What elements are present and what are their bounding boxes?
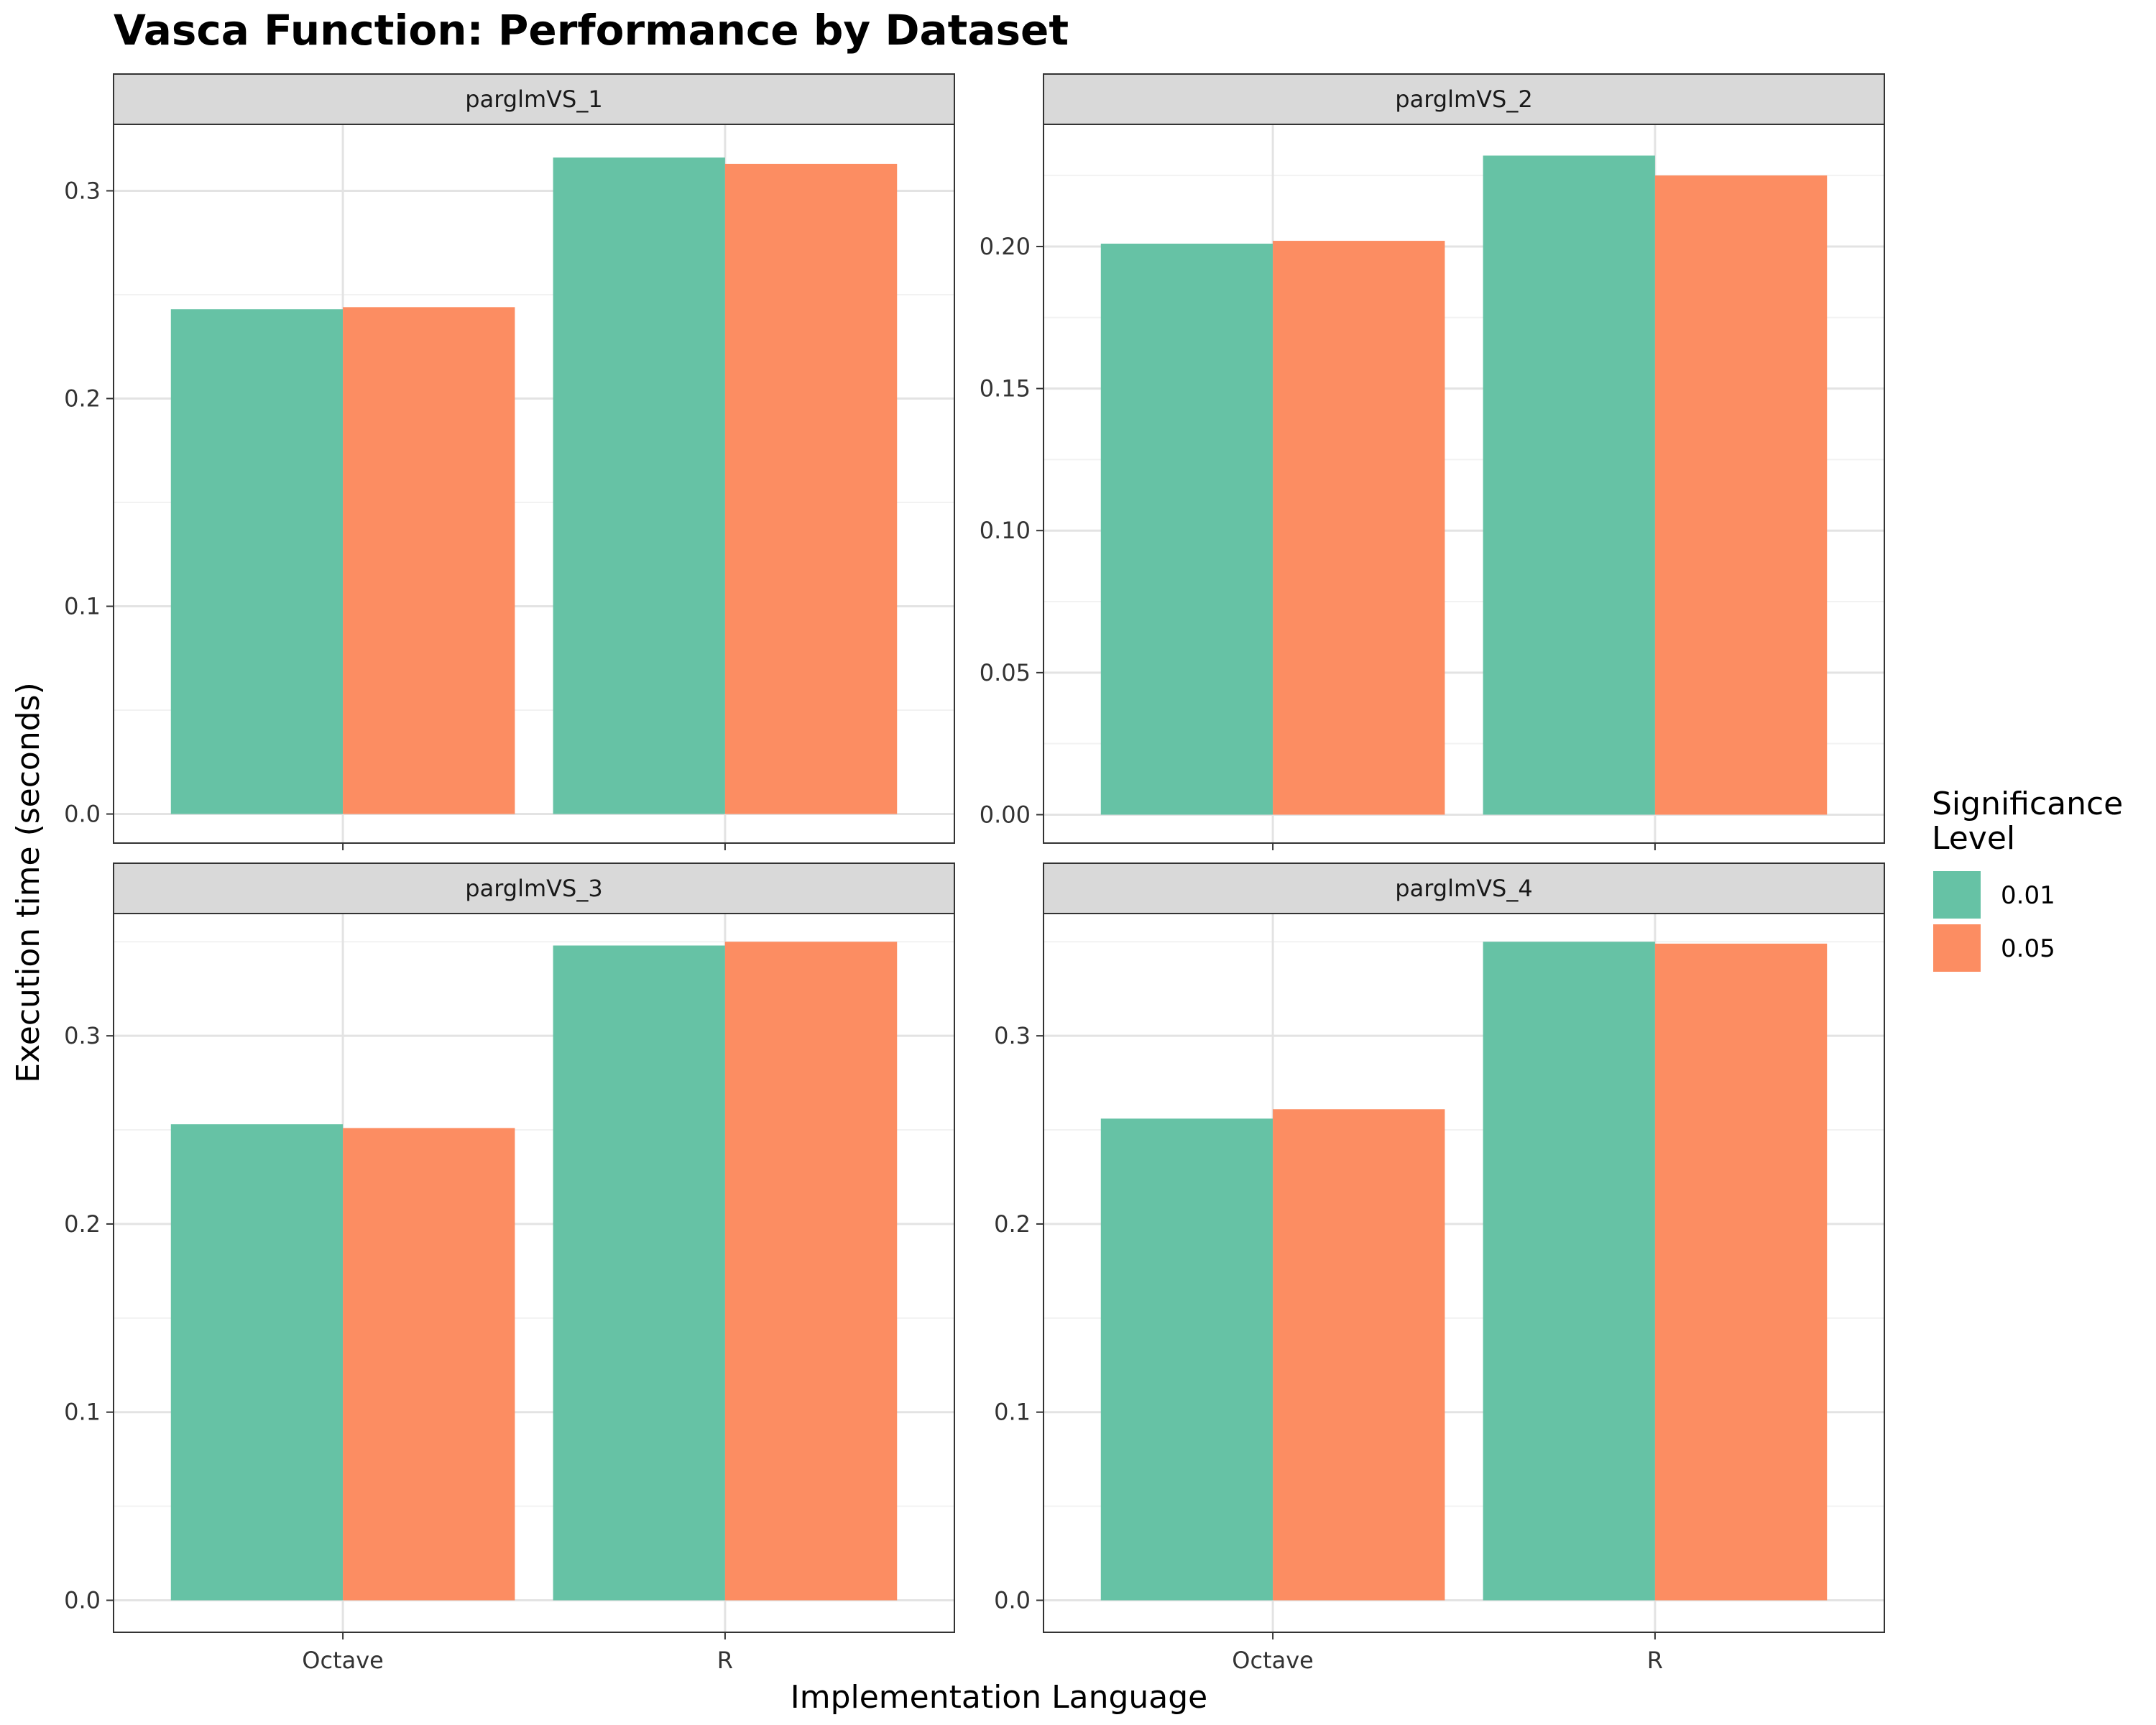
x-tick-label: Octave [1232,1647,1314,1674]
legend-title-line: Significance [1932,786,2123,822]
y-tick-label: 0.0 [64,1586,101,1614]
facet-strip-label: parglmVS_4 [1395,875,1532,902]
legend-key-0.05 [1933,924,1981,972]
x-tick-label: R [717,1647,733,1674]
panel-border [1043,124,1885,844]
legend-title-line: Level [1932,820,2015,857]
bar-Octave-0.01 [170,309,344,814]
y-tick-label: 0.00 [980,801,1031,828]
y-tick-label: 0.1 [994,1399,1031,1426]
y-tick-label: 0.1 [64,593,101,620]
y-tick-label: 0.3 [64,1022,101,1049]
y-tick-label: 0.3 [994,1022,1031,1049]
panel-parglmVS_1: parglmVS_1 0.0 0.1 0.2 0.3 [64,73,955,850]
facet-strip-label: parglmVS_3 [465,875,602,902]
y-tick-label: 0.0 [994,1586,1031,1614]
bar-Octave-0.01 [170,1124,344,1601]
chart-title: Vasca Function: Performance by Dataset [114,6,1069,55]
panel-border [1043,913,1885,1633]
bar-R-0.05 [724,163,898,814]
legend-label-0.01: 0.01 [2001,881,2055,910]
y-tick-label: 0.20 [980,233,1031,260]
bar-R-0.01 [553,945,725,1601]
facet-panels: parglmVS_1 0.0 0.1 0.2 0.3 parglmVS_2 0.00 0.05… [64,73,1885,1674]
legend-key-0.01 [1933,871,1981,919]
facet-strip-label: parglmVS_2 [1395,86,1532,113]
panel-parglmVS_3: parglmVS_3 0.0 0.1 0.2 0.3 Octave R [64,862,955,1674]
y-tick-label: 0.0 [64,801,101,828]
bar-Octave-0.05 [343,307,515,814]
panel-parglmVS_2: parglmVS_2 0.00 0.05 0.10 0.15 0.20 [980,73,1885,850]
legend-label-0.05: 0.05 [2001,934,2055,963]
facet-strip-label: parglmVS_1 [465,86,602,113]
panel-border [113,124,955,844]
y-tick-label: 0.2 [994,1210,1031,1238]
x-tick-label: Octave [302,1647,384,1674]
facet-strip [1043,862,1885,914]
y-tick-label: 0.2 [64,1210,101,1238]
y-tick-label: 0.2 [64,385,101,413]
x-axis-title: Implementation Language [791,1679,1208,1716]
panel-border [113,913,955,1633]
facet-strip [113,862,955,914]
bar-R-0.01 [1483,155,1655,815]
bar-Octave-0.01 [1100,1118,1273,1601]
bar-Octave-0.05 [343,1128,515,1601]
facet-strip [1043,73,1885,125]
bar-Octave-0.01 [1100,244,1273,815]
y-axis-title: Execution time (seconds) [10,682,47,1082]
bar-R-0.01 [1483,942,1655,1601]
bar-R-0.05 [724,942,898,1601]
facet-strip [113,73,955,125]
y-tick-label: 0.05 [980,659,1031,686]
y-tick-label: 0.15 [980,375,1031,402]
bar-R-0.05 [1654,175,1828,815]
bar-R-0.05 [1654,943,1828,1601]
bar-R-0.01 [553,157,725,814]
y-tick-label: 0.10 [980,517,1031,544]
bar-Octave-0.05 [1273,241,1445,815]
panel-parglmVS_4: parglmVS_4 0.0 0.1 0.2 0.3 Octave R [994,862,1885,1674]
y-tick-label: 0.3 [64,177,101,204]
x-tick-label: R [1647,1647,1663,1674]
bar-Octave-0.05 [1273,1109,1445,1601]
y-tick-label: 0.1 [64,1399,101,1426]
